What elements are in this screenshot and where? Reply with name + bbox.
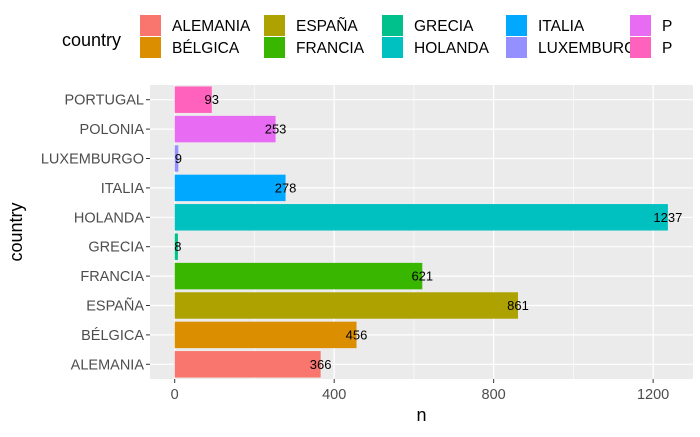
data-label: 1237 bbox=[653, 210, 682, 225]
legend-label: HOLANDA bbox=[414, 40, 490, 57]
legend-key bbox=[140, 37, 161, 58]
legend-key bbox=[382, 15, 403, 36]
legend-title: country bbox=[62, 30, 121, 50]
data-label: 366 bbox=[310, 357, 332, 372]
data-label: 93 bbox=[205, 92, 219, 107]
data-label: 278 bbox=[275, 180, 297, 195]
y-tick-label: POLONIA bbox=[80, 122, 145, 138]
legend-key bbox=[630, 15, 651, 36]
bar-luxemburgo bbox=[174, 145, 179, 172]
y-tick-label: ITALIA bbox=[101, 181, 145, 197]
legend-label: BÉLGICA bbox=[172, 40, 240, 57]
legend-label: P bbox=[662, 40, 672, 57]
y-tick-label: HOLANDA bbox=[74, 210, 144, 226]
legend-key bbox=[630, 37, 651, 58]
legend-label: LUXEMBURGO bbox=[538, 40, 648, 57]
data-label: 456 bbox=[346, 327, 368, 342]
legend-label: GRECIA bbox=[414, 18, 474, 35]
data-label: 8 bbox=[174, 239, 181, 254]
y-tick-label: PORTUGAL bbox=[64, 93, 144, 109]
legend-label: ESPAÑA bbox=[296, 18, 358, 35]
bar-bélgica bbox=[174, 321, 357, 349]
y-tick-label: FRANCIA bbox=[80, 269, 144, 285]
legend-label: ALEMANIA bbox=[172, 18, 251, 35]
bar-polonia bbox=[174, 115, 276, 143]
bar-españa bbox=[174, 292, 518, 319]
data-label: 621 bbox=[411, 269, 433, 284]
data-label: 861 bbox=[507, 298, 529, 313]
legend-key bbox=[264, 15, 285, 36]
data-label: 253 bbox=[265, 122, 287, 137]
bar-holanda bbox=[174, 204, 668, 231]
y-tick-label: LUXEMBURGO bbox=[41, 152, 144, 168]
legend-key bbox=[506, 37, 527, 58]
x-tick-label: 1200 bbox=[637, 387, 669, 403]
y-axis-title: country bbox=[6, 202, 26, 261]
y-tick-label: GRECIA bbox=[88, 240, 144, 256]
y-tick-label: ALEMANIA bbox=[71, 357, 145, 373]
x-tick-label: 800 bbox=[482, 387, 506, 403]
bar-francia bbox=[174, 262, 423, 290]
bar-italia bbox=[174, 174, 286, 202]
bar-alemania bbox=[174, 351, 321, 378]
bar-portugal bbox=[174, 86, 212, 113]
x-tick-label: 0 bbox=[171, 387, 179, 403]
bar-grecia bbox=[174, 233, 178, 260]
y-tick-label: BÉLGICA bbox=[81, 327, 144, 344]
legend-key bbox=[382, 37, 403, 58]
y-tick-label: ESPAÑA bbox=[86, 298, 144, 315]
legend-key bbox=[506, 15, 527, 36]
legend-label: ITALIA bbox=[538, 18, 585, 35]
legend-label: FRANCIA bbox=[296, 40, 365, 57]
legend-key bbox=[264, 37, 285, 58]
x-axis-title: n bbox=[416, 405, 426, 425]
x-tick-label: 400 bbox=[322, 387, 346, 403]
legend-key bbox=[140, 15, 161, 36]
legend-label: P bbox=[662, 18, 672, 35]
data-label: 9 bbox=[175, 151, 182, 166]
